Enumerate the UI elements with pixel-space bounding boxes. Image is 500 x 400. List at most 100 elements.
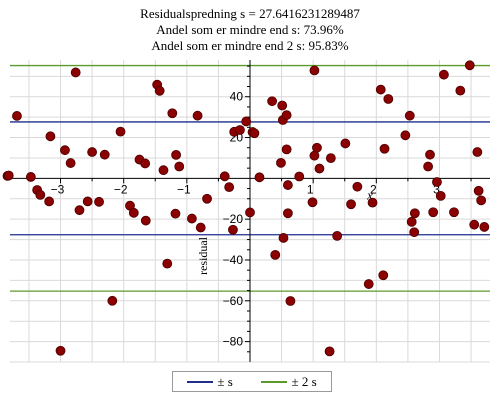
data-point bbox=[278, 233, 289, 243]
data-point bbox=[94, 196, 104, 207]
y-tick-label: −20 bbox=[223, 212, 244, 226]
data-point bbox=[406, 216, 417, 227]
data-point bbox=[332, 230, 343, 241]
data-point bbox=[60, 145, 70, 156]
y-tick-label: −60 bbox=[223, 294, 244, 308]
data-point bbox=[476, 195, 487, 206]
data-point bbox=[140, 215, 151, 226]
data-point bbox=[241, 116, 252, 127]
data-point bbox=[423, 161, 434, 172]
data-point bbox=[70, 67, 81, 78]
legend: ± s ± 2 s bbox=[172, 371, 332, 392]
data-point bbox=[25, 172, 36, 182]
data-point bbox=[409, 227, 420, 238]
y-tick-label: 40 bbox=[230, 90, 244, 104]
x-tick-label: −2 bbox=[114, 182, 128, 196]
data-point bbox=[195, 222, 206, 233]
data-point bbox=[154, 85, 165, 96]
data-point bbox=[464, 60, 475, 71]
data-point bbox=[192, 110, 203, 121]
data-point bbox=[363, 279, 374, 289]
data-point bbox=[285, 296, 296, 306]
data-point bbox=[472, 147, 483, 157]
data-point bbox=[455, 85, 466, 96]
legend-label-2s: ± 2 s bbox=[291, 373, 317, 389]
legend-item-s: ± s bbox=[187, 373, 233, 390]
data-point bbox=[282, 180, 293, 190]
data-point bbox=[45, 131, 56, 142]
data-point bbox=[140, 158, 151, 169]
data-point bbox=[234, 125, 245, 135]
data-point bbox=[281, 144, 292, 155]
data-point bbox=[314, 163, 325, 174]
data-point bbox=[404, 110, 415, 121]
data-point bbox=[254, 172, 265, 183]
y-axis-label: residual bbox=[196, 236, 210, 275]
data-point bbox=[219, 171, 230, 182]
data-point bbox=[409, 208, 420, 219]
data-point bbox=[435, 190, 446, 201]
data-point bbox=[99, 149, 110, 160]
data-point bbox=[307, 197, 318, 208]
legend-label-s: ± s bbox=[217, 373, 233, 389]
data-point bbox=[167, 108, 178, 119]
data-point bbox=[438, 69, 449, 80]
data-point bbox=[324, 346, 335, 357]
data-point bbox=[87, 147, 98, 157]
data-point bbox=[224, 182, 235, 193]
data-point bbox=[281, 110, 292, 120]
data-point bbox=[186, 213, 197, 224]
data-point bbox=[267, 96, 278, 107]
data-point bbox=[35, 189, 46, 200]
data-point bbox=[65, 158, 76, 168]
x-axis-label: x bbox=[366, 187, 373, 202]
chart-title: Residualspredning s = 27.6416231289487 A… bbox=[0, 6, 500, 54]
data-point bbox=[270, 249, 281, 260]
data-point bbox=[469, 219, 480, 230]
legend-item-2s: ± 2 s bbox=[261, 373, 317, 390]
data-point bbox=[325, 153, 336, 164]
title-line-1: Residualspredning s = 27.6416231289487 bbox=[140, 6, 360, 21]
data-point bbox=[473, 185, 484, 196]
data-point bbox=[12, 111, 22, 121]
data-point bbox=[128, 207, 139, 218]
data-point bbox=[375, 84, 386, 95]
data-point bbox=[432, 177, 442, 187]
data-point bbox=[174, 161, 185, 172]
x-tick-label: 2 bbox=[370, 182, 377, 196]
data-point bbox=[425, 149, 435, 160]
data-point bbox=[352, 181, 363, 192]
data-point bbox=[479, 222, 490, 232]
legend-swatch-s bbox=[187, 380, 214, 383]
x-tick-label: −1 bbox=[177, 182, 191, 196]
data-point bbox=[312, 142, 322, 153]
data-point bbox=[228, 224, 238, 235]
data-point bbox=[82, 196, 93, 207]
data-point bbox=[249, 128, 260, 139]
data-point bbox=[449, 207, 459, 218]
data-point bbox=[115, 126, 126, 137]
data-point bbox=[277, 100, 288, 111]
data-point bbox=[346, 199, 356, 210]
data-point bbox=[428, 207, 439, 218]
data-point bbox=[383, 94, 394, 104]
data-point bbox=[55, 345, 66, 356]
data-point bbox=[400, 130, 411, 141]
data-point bbox=[245, 207, 255, 218]
data-point bbox=[74, 205, 85, 216]
data-point bbox=[171, 149, 182, 160]
title-line-2: Andel som er mindre end s: 73.96% bbox=[156, 22, 344, 37]
data-point bbox=[367, 197, 378, 208]
x-tick-label: 3 bbox=[433, 182, 440, 196]
data-point bbox=[379, 143, 390, 154]
title-line-3: Andel som er mindre end 2 s: 95.83% bbox=[151, 38, 349, 53]
x-tick-label: −3 bbox=[51, 182, 65, 196]
data-point bbox=[282, 208, 293, 219]
data-point bbox=[202, 193, 212, 204]
data-point bbox=[170, 208, 181, 219]
data-point bbox=[309, 65, 320, 76]
y-tick-label: −80 bbox=[223, 335, 244, 349]
y-tick-label: −40 bbox=[223, 253, 244, 267]
